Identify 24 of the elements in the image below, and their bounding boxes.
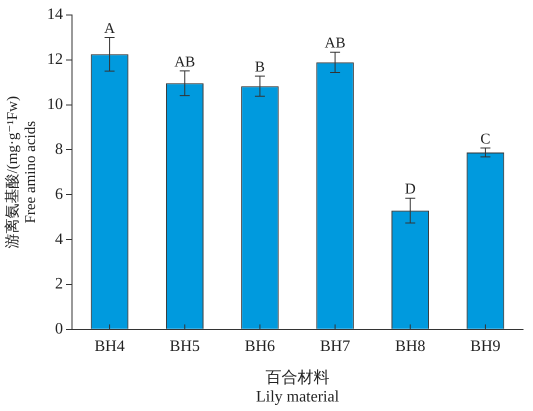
- x-tick-label: BH6: [244, 338, 276, 356]
- y-tick-label: 12: [47, 51, 63, 68]
- x-tick-label: BH9: [470, 338, 501, 356]
- y-tick-label: 8: [55, 140, 63, 158]
- y-tick-label: 2: [55, 276, 63, 293]
- y-tick-label: 4: [55, 230, 63, 248]
- annotation: C: [480, 131, 490, 148]
- annotation: AB: [324, 36, 346, 52]
- text: 游离氨基酸/(mg·g⁻¹Fw): [4, 96, 21, 248]
- y-tick-label: 10: [47, 96, 63, 114]
- text: Free amino acids: [22, 120, 39, 224]
- x-tick-label: BH4: [94, 338, 125, 356]
- annotation: AB: [174, 54, 196, 70]
- y-tick-label: 0: [55, 320, 63, 338]
- x-tick-label: BH5: [170, 338, 200, 356]
- text: Lily material: [256, 388, 340, 406]
- y-tick-label: 6: [55, 186, 63, 203]
- text: 百合材料: [266, 369, 330, 386]
- x-tick-label: BH8: [395, 338, 426, 356]
- annotation: A: [104, 20, 116, 37]
- y-tick-label: 14: [47, 6, 63, 24]
- annotation: B: [254, 60, 265, 76]
- x-tick-label: BH7: [320, 338, 350, 356]
- annotation: D: [404, 182, 416, 198]
